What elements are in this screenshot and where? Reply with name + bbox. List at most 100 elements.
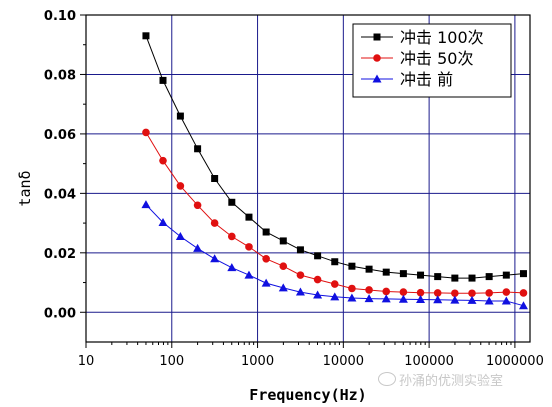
data-point (211, 175, 219, 182)
data-point (194, 145, 202, 153)
data-point (210, 219, 219, 227)
data-point (279, 262, 288, 270)
data-point (433, 289, 442, 297)
data-point (245, 243, 253, 251)
data-point (279, 237, 287, 245)
data-point (159, 156, 167, 165)
data-point (313, 275, 322, 284)
watermark-text: 孙涌的优测实验室 (399, 374, 504, 389)
series-line (145, 204, 524, 307)
series-lines (141, 32, 528, 310)
data-point (176, 182, 185, 190)
data-point (296, 271, 305, 279)
data-point (501, 296, 511, 305)
data-point (142, 32, 150, 40)
data-point (519, 270, 527, 278)
data-point (381, 294, 391, 303)
data-point (228, 198, 236, 206)
series (142, 32, 527, 282)
legend-item: 冲击 100次 (361, 28, 484, 47)
y-tick-label: 0.02 (44, 247, 76, 262)
legend-label: 冲击 100次 (400, 28, 484, 47)
data-point (295, 287, 305, 296)
data-point (451, 289, 459, 298)
y-tick-label: 0.00 (44, 306, 76, 321)
data-point (331, 258, 339, 266)
data-point (372, 74, 382, 83)
data-point (373, 54, 381, 62)
data-point (227, 263, 237, 272)
data-point (330, 280, 339, 288)
data-point (365, 265, 373, 273)
data-point (433, 295, 443, 304)
data-point (467, 295, 477, 304)
y-tick-label: 0.06 (44, 128, 76, 143)
data-point (348, 284, 356, 293)
x-tick-label: 10000 (323, 354, 364, 369)
data-point (485, 289, 493, 297)
y-tick-label: 0.10 (44, 9, 76, 24)
data-point (142, 128, 150, 137)
data-point (485, 273, 493, 281)
data-point (417, 271, 425, 279)
data-point (364, 294, 374, 303)
data-point (382, 268, 390, 276)
data-point (261, 278, 271, 287)
legend-item: 冲击 50次 (361, 49, 473, 68)
legend-item: 冲击 前 (361, 70, 453, 89)
data-point (262, 228, 270, 236)
data-point (468, 289, 476, 298)
wechat-icon (378, 372, 396, 386)
data-point (347, 293, 357, 302)
data-point (365, 286, 373, 294)
data-point (450, 295, 460, 304)
x-tick-label: 1000 (241, 354, 274, 369)
data-point (158, 217, 168, 226)
data-point (278, 283, 288, 292)
legend-label: 冲击 50次 (400, 49, 473, 68)
data-point (398, 294, 408, 303)
x-tick-label: 100000 (404, 354, 454, 369)
data-point (434, 273, 442, 281)
data-point (519, 289, 528, 297)
data-point (193, 201, 202, 210)
data-point (416, 294, 426, 303)
data-point (518, 301, 528, 310)
y-tick-label: 0.08 (44, 68, 76, 83)
data-point (175, 231, 185, 240)
x-tick-label: 100 (159, 354, 184, 369)
data-point (330, 292, 340, 301)
data-point (314, 252, 322, 260)
data-point (193, 243, 203, 252)
data-point (210, 254, 220, 263)
axis-ticks: 10 100 1000 10000 100000 1000000 0.00 0.02 0.04 0… (44, 9, 544, 369)
series-line (145, 132, 524, 294)
data-point (468, 274, 476, 282)
data-point (451, 274, 459, 282)
x-tick-label: 1000000 (486, 354, 544, 369)
data-point (176, 112, 184, 120)
x-tick-label: 10 (78, 354, 95, 369)
data-point (484, 296, 494, 305)
data-point (502, 271, 510, 279)
x-axis-label: Frequency(Hz) (249, 386, 366, 404)
data-point (141, 200, 151, 209)
data-point (399, 270, 407, 278)
y-axis-label: tanδ (16, 170, 34, 206)
legend-label: 冲击 前 (400, 70, 453, 89)
data-point (399, 288, 408, 296)
plot-frame (85, 14, 531, 343)
data-point (382, 287, 391, 296)
data-point (348, 262, 356, 270)
data-point (373, 33, 381, 41)
data-point (502, 288, 511, 296)
data-point (416, 288, 425, 297)
data-point (262, 254, 270, 263)
watermark: 孙涌的优测实验室 (378, 370, 503, 389)
data-point (228, 232, 236, 241)
data-point (313, 290, 323, 299)
data-point (244, 270, 254, 279)
data-point (296, 246, 304, 254)
